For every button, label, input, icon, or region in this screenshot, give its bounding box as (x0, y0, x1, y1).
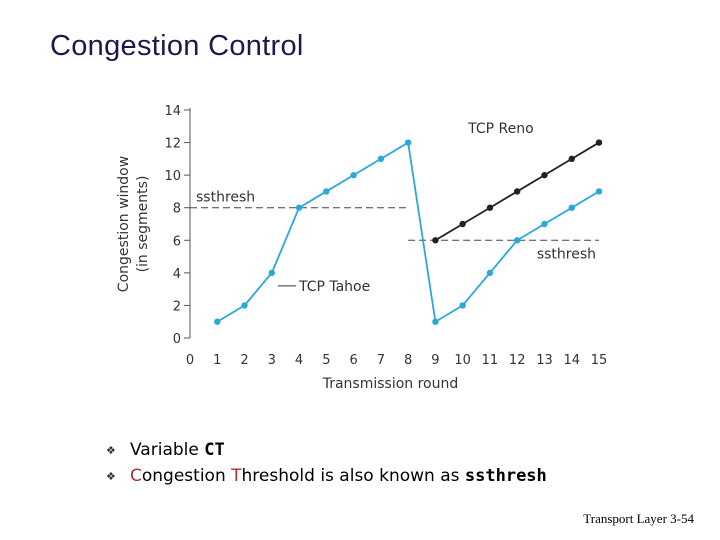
data-point (268, 269, 275, 277)
x-tick-label: 13 (536, 353, 553, 368)
y-tick-label: 0 (173, 332, 181, 347)
y-axis-label: Congestion window (116, 156, 132, 292)
y-axis-label: (in segments) (135, 176, 151, 273)
data-point (514, 237, 521, 244)
x-tick-label: 2 (240, 353, 248, 368)
x-tick-label: 11 (482, 353, 499, 368)
data-point (541, 220, 548, 228)
y-tick-label: 8 (173, 202, 181, 217)
y-tick-label: 6 (173, 234, 181, 249)
series-label-tcp-tahoe: TCP Tahoe (298, 279, 370, 295)
x-tick-label: 8 (404, 353, 412, 368)
x-tick-label: 5 (322, 353, 330, 368)
data-point (404, 139, 412, 146)
data-point (350, 171, 357, 179)
series-line (216, 141, 600, 324)
data-point (541, 171, 548, 179)
y-tick-label: 2 (173, 299, 181, 314)
data-point (459, 220, 466, 228)
x-tick-label: 0 (186, 353, 194, 368)
accent-letter: C (130, 466, 142, 486)
bullet-list: ❖ Variable CT ❖ Congestion Threshold is … (106, 437, 547, 489)
data-point (568, 155, 575, 163)
footer-page-label: Transport Layer 3-54 (583, 511, 694, 526)
diamond-bullet-icon: ❖ (106, 469, 116, 483)
code-ct: CT (204, 440, 225, 460)
bullet-text: Congestion Threshold is also known as ss… (130, 466, 547, 486)
bullet-item: ❖ Variable CT (106, 437, 547, 463)
data-point (459, 302, 466, 309)
y-tick-label: 10 (164, 169, 181, 184)
data-point (486, 269, 494, 277)
x-tick-label: 14 (563, 353, 580, 368)
x-tick-label: 7 (377, 353, 385, 368)
data-point (295, 204, 303, 211)
data-point (595, 139, 603, 146)
slide-title: Congestion Control (50, 30, 304, 62)
y-tick-label: 12 (164, 137, 181, 152)
x-tick-label: 6 (349, 353, 357, 368)
series-label-tcp-reno: TCP Reno (467, 121, 534, 137)
ssthresh-label: ssthresh (196, 190, 255, 206)
x-tick-label: 12 (509, 353, 526, 368)
x-tick-label: 10 (454, 353, 471, 368)
data-point (486, 204, 494, 211)
x-tick-label: 3 (268, 353, 276, 368)
x-tick-label: 1 (213, 353, 221, 368)
data-point (595, 188, 603, 195)
y-tick-label: 4 (173, 267, 181, 282)
data-point (568, 204, 575, 211)
bullet-prefix: Variable (130, 440, 205, 460)
y-tick-label: 14 (164, 104, 181, 119)
bullet-item: ❖ Congestion Threshold is also known as … (106, 463, 547, 489)
data-point (514, 188, 521, 195)
code-ssthresh: ssthresh (464, 466, 547, 486)
x-tick-label: 9 (431, 353, 439, 368)
x-tick-label: 4 (295, 353, 303, 368)
data-point (432, 237, 439, 244)
data-point (377, 155, 385, 163)
text-span: hreshold is also known as (241, 466, 465, 486)
x-tick-label: 15 (591, 353, 608, 368)
data-point (432, 318, 439, 325)
bullet-text: Variable CT (130, 440, 225, 460)
diamond-bullet-icon: ❖ (106, 443, 116, 457)
data-point (241, 302, 248, 309)
data-point (323, 188, 330, 195)
text-span: ongestion (141, 466, 232, 486)
accent-letter: T (231, 466, 242, 486)
ssthresh-label: ssthresh (537, 246, 596, 262)
data-point (214, 318, 221, 325)
x-axis-label: Transmission round (322, 376, 459, 392)
